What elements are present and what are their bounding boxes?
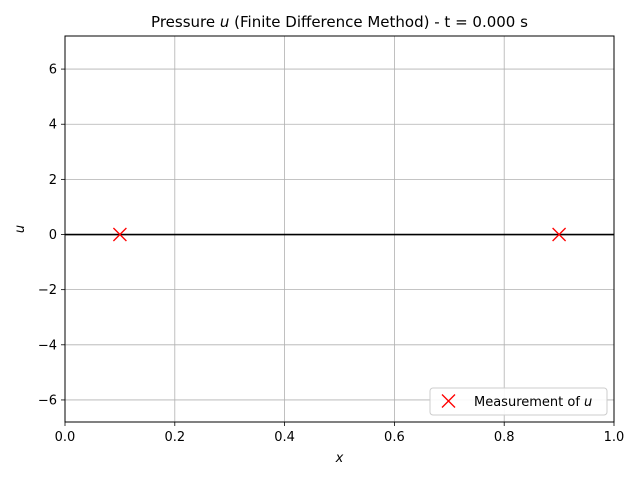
legend-label-prefix: Measurement of (474, 395, 584, 410)
y-axis-ticks: −6 −4 −2 0 2 4 6 (38, 63, 65, 408)
x-tick-label: 0.2 (164, 430, 185, 445)
plot-area (65, 36, 614, 422)
x-tick-label: 0.4 (274, 430, 295, 445)
x-tick-label: 0.6 (384, 430, 405, 445)
chart-title-suffix: (Finite Difference Method) - t = 0.000 s (229, 13, 528, 31)
plot-frame (64, 35, 615, 423)
y-axis-label: u (13, 225, 28, 233)
y-tick-label: −6 (38, 393, 57, 408)
legend-marker-x-icon (441, 394, 456, 408)
legend-box (429, 387, 608, 416)
x-tick-label: 0.0 (55, 430, 76, 445)
measurement-marker (552, 227, 567, 242)
legend: Measurement of u (429, 387, 608, 416)
x-axis-ticks: 0.0 0.2 0.4 0.6 0.8 1.0 (55, 422, 625, 445)
chart-title-prefix: Pressure (151, 13, 220, 31)
x-tick-label: 1.0 (604, 430, 625, 445)
y-tick-label: 6 (49, 63, 57, 78)
y-tick-label: −4 (38, 338, 57, 353)
legend-label-measurement: Measurement of u (474, 395, 592, 410)
chart-title: Pressure u (Finite Difference Method) - … (151, 13, 528, 31)
chart-title-variable: u (220, 13, 230, 31)
measurement-marker (112, 227, 127, 242)
y-tick-label: −2 (38, 283, 57, 298)
x-axis-label: x (335, 451, 344, 466)
series-layer (65, 227, 614, 242)
legend-label-variable: u (584, 395, 592, 410)
y-tick-label: 0 (49, 228, 57, 243)
x-tick-label: 0.8 (494, 430, 515, 445)
y-tick-label: 2 (49, 173, 57, 188)
y-tick-label: 4 (49, 118, 57, 133)
